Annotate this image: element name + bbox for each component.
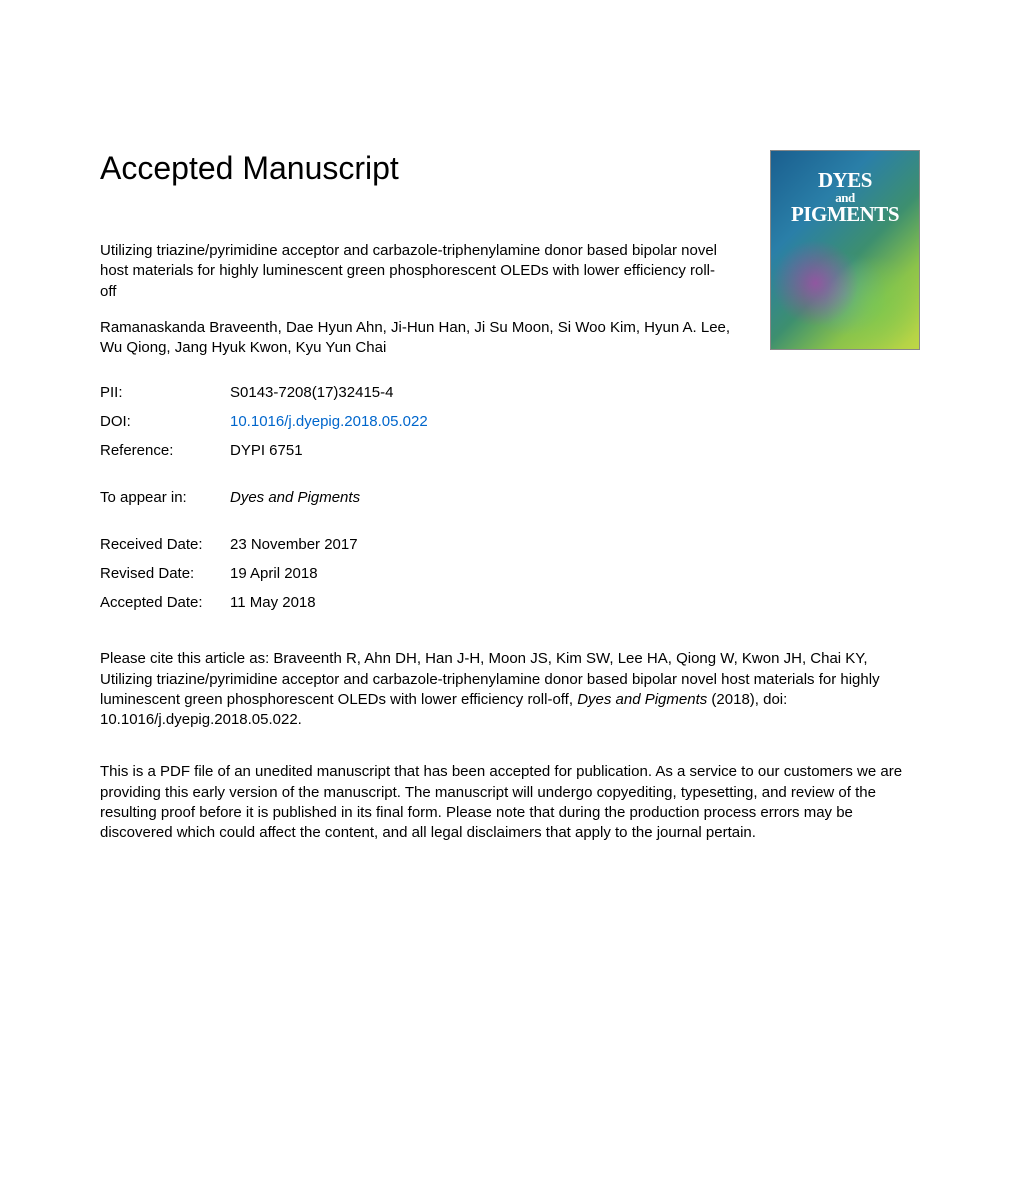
doi-link[interactable]: 10.1016/j.dyepig.2018.05.022 [230, 413, 428, 430]
received-label: Received Date: [100, 530, 230, 559]
revised-value: 19 April 2018 [230, 559, 358, 588]
appear-table: To appear in: Dyes and Pigments [100, 483, 360, 512]
article-title: Utilizing triazine/pyrimidine acceptor a… [100, 241, 720, 302]
reference-label: Reference: [100, 436, 230, 465]
dates-table: Received Date: 23 November 2017 Revised … [100, 530, 358, 617]
cover-line3: PIGMENTS [791, 202, 899, 226]
received-value: 23 November 2017 [230, 530, 358, 559]
citation-paragraph: Please cite this article as: Braveenth R… [100, 649, 910, 730]
accepted-label: Accepted Date: [100, 588, 230, 617]
accepted-value: 11 May 2018 [230, 588, 358, 617]
pii-value: S0143-7208(17)32415-4 [230, 378, 428, 407]
appear-label: To appear in: [100, 483, 230, 512]
journal-cover-thumbnail: DYES and PIGMENTS [770, 150, 920, 350]
metadata-table: PII: S0143-7208(17)32415-4 DOI: 10.1016/… [100, 378, 428, 465]
doi-label: DOI: [100, 407, 230, 436]
pii-label: PII: [100, 378, 230, 407]
reference-value: DYPI 6751 [230, 436, 428, 465]
citation-journal: Dyes and Pigments [577, 691, 707, 708]
appear-value: Dyes and Pigments [230, 483, 360, 512]
disclaimer-paragraph: This is a PDF file of an unedited manusc… [100, 762, 910, 843]
cover-line1: DYES [818, 168, 872, 192]
cover-artwork [771, 239, 919, 349]
revised-label: Revised Date: [100, 559, 230, 588]
cover-title: DYES and PIGMENTS [791, 171, 899, 225]
authors-list: Ramanaskanda Braveenth, Dae Hyun Ahn, Ji… [100, 318, 740, 359]
